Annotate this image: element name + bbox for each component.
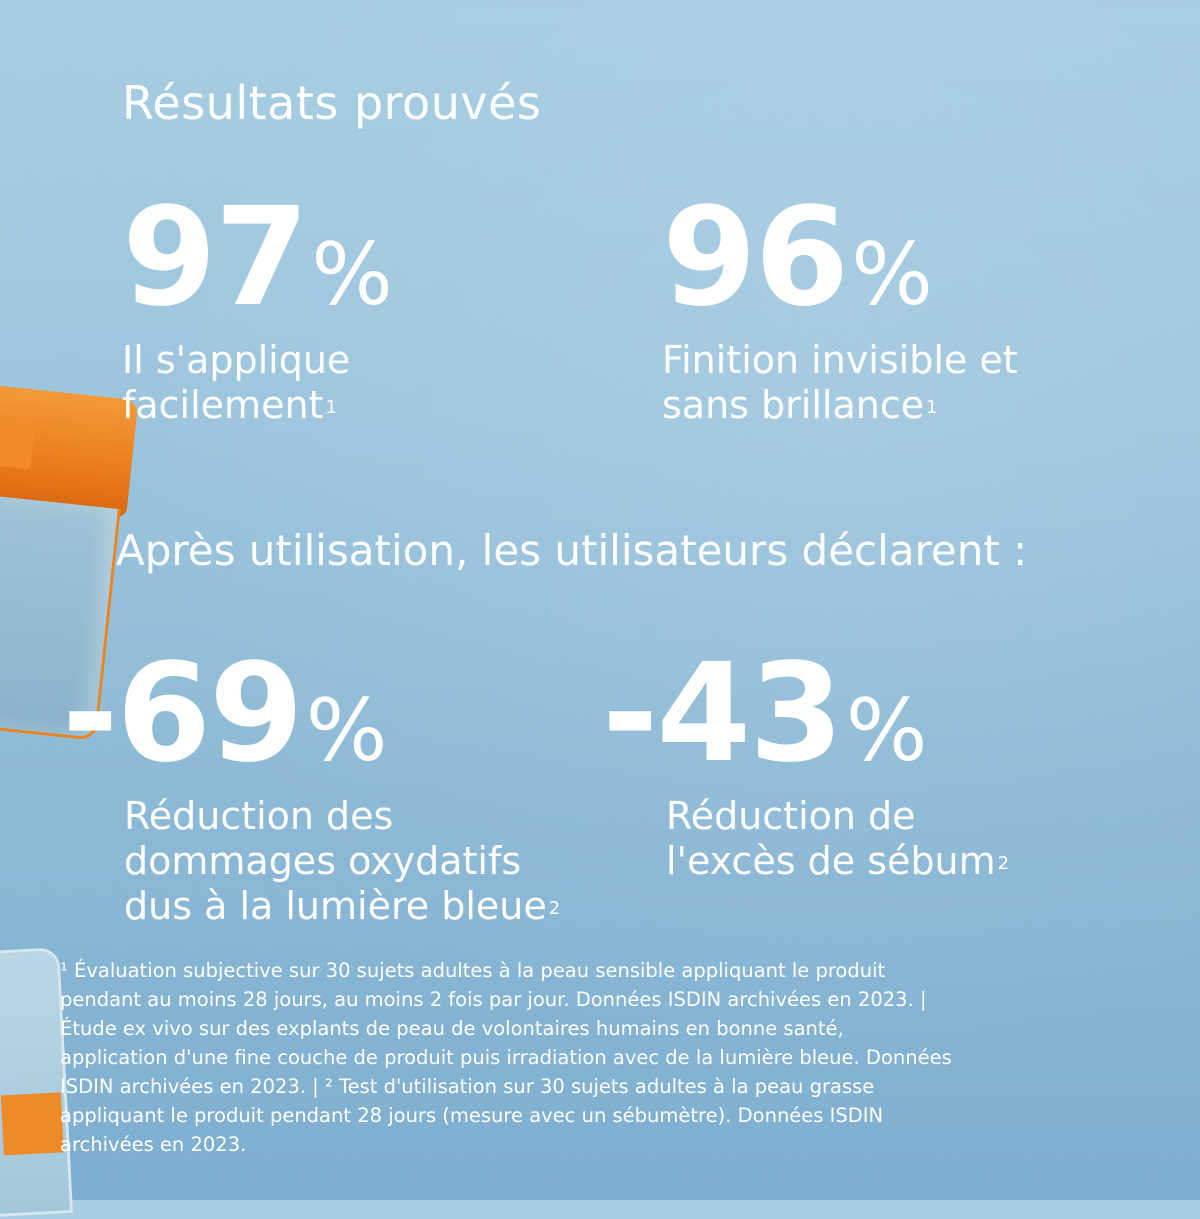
product-jar-cap	[0, 380, 139, 518]
stat-unit: %	[305, 681, 388, 781]
stat-apply-easily: 97 % Il s'applique facilement 1	[122, 190, 393, 428]
stat-unit: %	[851, 225, 933, 325]
product-jar-label	[0, 1092, 64, 1156]
stat-description: Il s'applique facilement 1	[122, 338, 351, 427]
footnote-ref: 2	[997, 853, 1010, 874]
stat-description: Réduction des dommages oxydatifs dus à l…	[124, 794, 561, 928]
stat-description: Finition invisible et sans brillance 1	[662, 338, 1018, 427]
stat-invisible-finish: 96 % Finition invisible et sans brillanc…	[662, 190, 1018, 428]
stat-oxidative-damage: -69 % Réduction des dommages oxydatifs d…	[62, 646, 560, 929]
page-title: Résultats prouvés	[122, 76, 542, 130]
footnote-ref: 2	[548, 898, 561, 919]
stat-sebum-reduction: -43 % Réduction de l'excès de sébum 2	[602, 646, 1009, 884]
stat-value: -43	[602, 635, 844, 793]
footnote-ref: 1	[325, 397, 337, 418]
stat-description: Réduction de l'excès de sébum 2	[666, 794, 1010, 883]
stat-value: 96	[662, 179, 849, 337]
stat-unit: %	[845, 681, 928, 781]
footnote-ref: 1	[926, 397, 938, 418]
stat-value: 97	[122, 179, 309, 337]
footnote-text: ¹ Évaluation subjective sur 30 sujets ad…	[60, 959, 952, 1156]
stat-value: -69	[62, 635, 304, 793]
section-subheading: Après utilisation, les utilisateurs décl…	[116, 526, 1028, 575]
stat-unit: %	[311, 225, 393, 325]
